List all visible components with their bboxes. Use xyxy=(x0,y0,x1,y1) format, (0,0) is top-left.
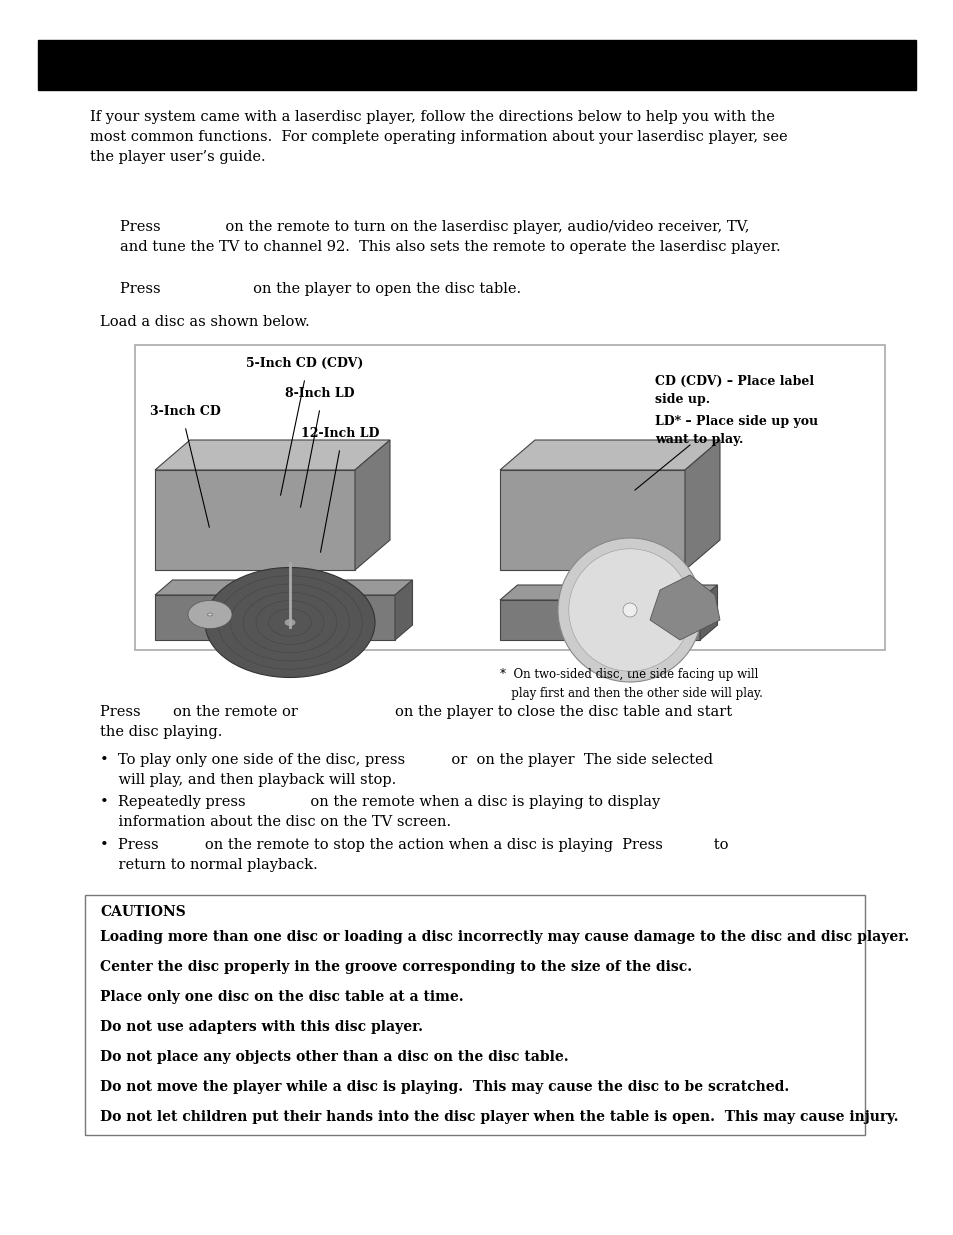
Text: 8-Inch LD: 8-Inch LD xyxy=(285,387,355,400)
Text: *  On two-sided disc, the side facing up will
   play first and then the other s: * On two-sided disc, the side facing up … xyxy=(499,668,762,699)
FancyBboxPatch shape xyxy=(38,40,915,90)
Polygon shape xyxy=(355,440,390,571)
Text: •  To play only one side of the disc, press          or  on the player  The side: • To play only one side of the disc, pre… xyxy=(100,753,712,787)
Ellipse shape xyxy=(205,568,375,678)
Ellipse shape xyxy=(622,603,637,618)
Polygon shape xyxy=(499,600,700,640)
Text: Do not let children put their hands into the disc player when the table is open.: Do not let children put their hands into… xyxy=(100,1110,898,1124)
Polygon shape xyxy=(499,471,684,571)
Text: CAUTIONS: CAUTIONS xyxy=(100,905,186,919)
Text: Press       on the remote or                     on the player to close the disc: Press on the remote or on the player to … xyxy=(100,705,731,739)
Polygon shape xyxy=(154,440,390,471)
Polygon shape xyxy=(154,471,355,571)
Text: •  Press          on the remote to stop the action when a disc is playing  Press: • Press on the remote to stop the action… xyxy=(100,839,728,872)
Text: Center the disc properly in the groove corresponding to the size of the disc.: Center the disc properly in the groove c… xyxy=(100,960,691,974)
Ellipse shape xyxy=(284,619,295,626)
FancyBboxPatch shape xyxy=(85,895,864,1135)
Polygon shape xyxy=(154,595,395,640)
Text: CD (CDV) – Place label
side up.: CD (CDV) – Place label side up. xyxy=(655,375,813,406)
Text: LD* – Place side up you
want to play.: LD* – Place side up you want to play. xyxy=(655,415,818,446)
Text: 3-Inch CD: 3-Inch CD xyxy=(150,405,220,417)
Text: •  Repeatedly press              on the remote when a disc is playing to display: • Repeatedly press on the remote when a … xyxy=(100,795,659,829)
Ellipse shape xyxy=(208,613,213,616)
Polygon shape xyxy=(684,440,720,571)
Text: Loading more than one disc or loading a disc incorrectly may cause damage to the: Loading more than one disc or loading a … xyxy=(100,930,908,944)
Polygon shape xyxy=(154,580,412,595)
Text: 5-Inch CD (CDV): 5-Inch CD (CDV) xyxy=(246,357,363,370)
Text: Do not move the player while a disc is playing.  This may cause the disc to be s: Do not move the player while a disc is p… xyxy=(100,1079,788,1094)
Polygon shape xyxy=(499,585,717,600)
Text: Place only one disc on the disc table at a time.: Place only one disc on the disc table at… xyxy=(100,990,463,1004)
Text: If your system came with a laserdisc player, follow the directions below to help: If your system came with a laserdisc pla… xyxy=(90,110,787,164)
Text: Do not place any objects other than a disc on the disc table.: Do not place any objects other than a di… xyxy=(100,1050,568,1065)
Text: Press              on the remote to turn on the laserdisc player, audio/video re: Press on the remote to turn on the laser… xyxy=(120,220,780,254)
Ellipse shape xyxy=(188,600,232,629)
Polygon shape xyxy=(649,576,720,640)
Text: 12-Inch LD: 12-Inch LD xyxy=(300,427,378,440)
Polygon shape xyxy=(499,440,720,471)
Ellipse shape xyxy=(568,548,691,671)
Text: Press                    on the player to open the disc table.: Press on the player to open the disc tab… xyxy=(120,282,520,296)
Text: Do not use adapters with this disc player.: Do not use adapters with this disc playe… xyxy=(100,1020,422,1034)
FancyBboxPatch shape xyxy=(135,345,884,650)
Polygon shape xyxy=(395,580,412,640)
Text: Load a disc as shown below.: Load a disc as shown below. xyxy=(100,315,310,329)
Ellipse shape xyxy=(558,538,701,682)
Polygon shape xyxy=(700,585,717,640)
